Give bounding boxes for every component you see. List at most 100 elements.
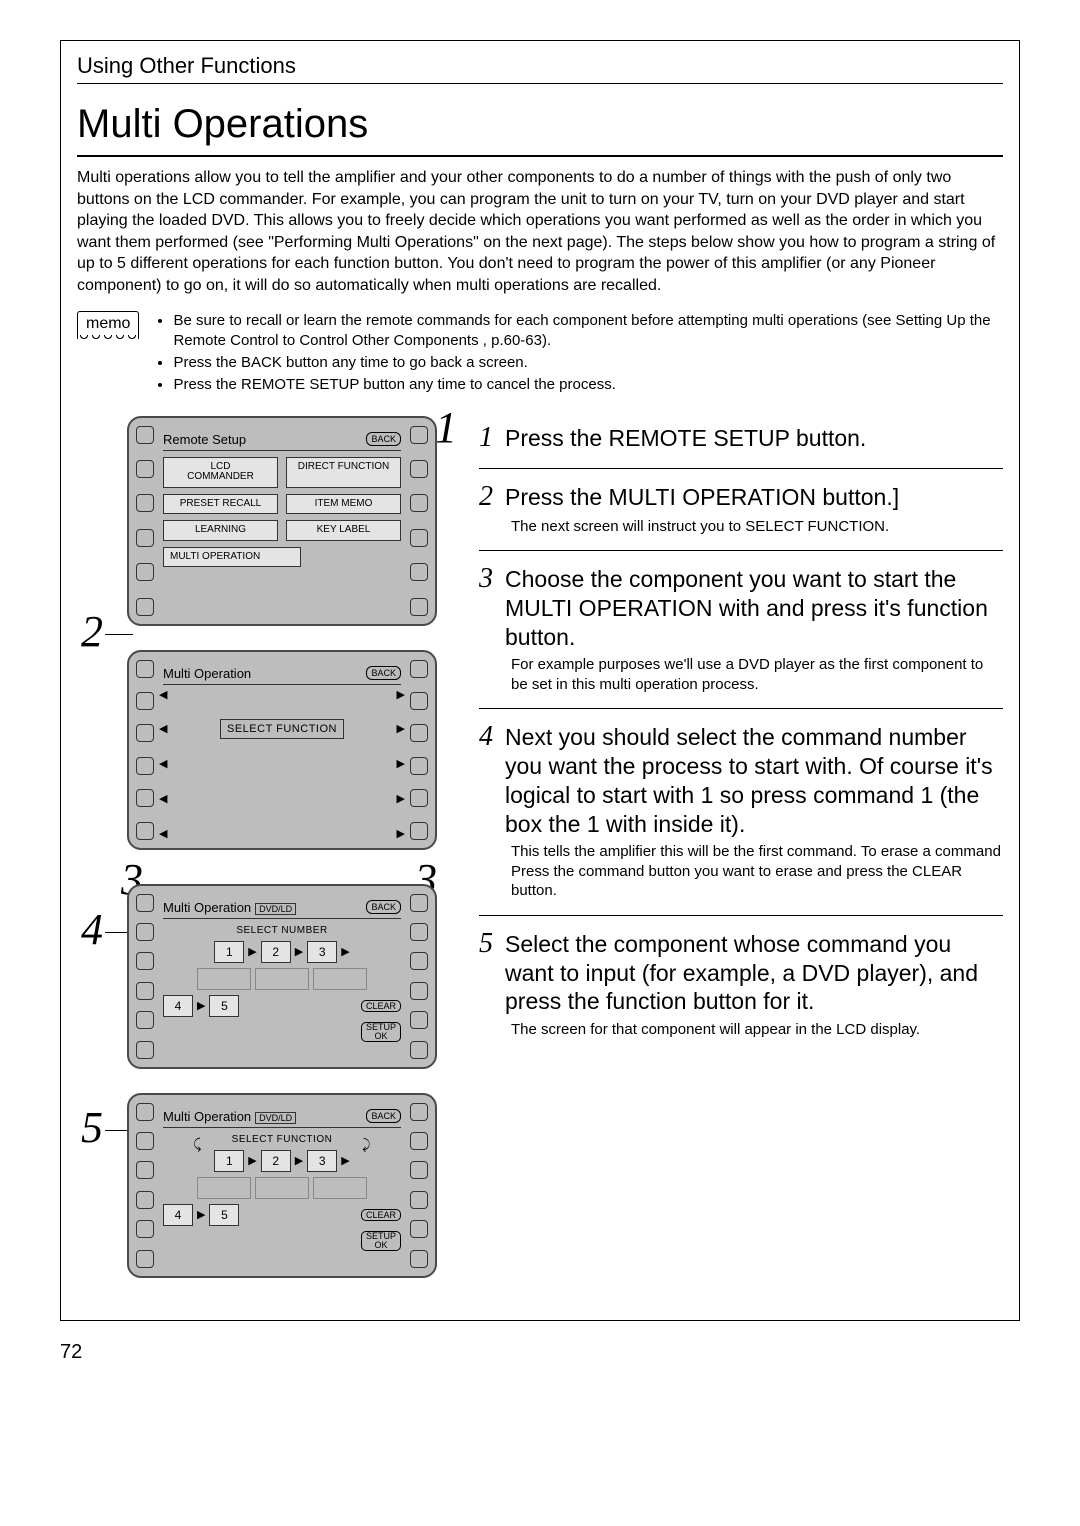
- device-chip: DVD/LD: [255, 903, 296, 915]
- side-button: [410, 1220, 428, 1238]
- side-button: [136, 923, 154, 941]
- menu-cell-multi-operation: MULTI OPERATION: [163, 547, 301, 568]
- command-1: 1: [214, 941, 244, 963]
- setup-ok-button: SETUP OK: [361, 1231, 401, 1251]
- clear-button: CLEAR: [361, 1000, 401, 1012]
- step-1: 1 Press the REMOTE SETUP button.: [479, 422, 1003, 454]
- side-button: [410, 563, 428, 581]
- menu-cell: LCD COMMANDER: [163, 457, 278, 488]
- side-button: [136, 494, 154, 512]
- menu-cell: DIRECT FUNCTION: [286, 457, 401, 488]
- triangle-left-icon: ◀: [159, 792, 167, 805]
- side-button: [136, 822, 154, 840]
- menu-cell: ITEM MEMO: [286, 494, 401, 515]
- swoosh-right-icon: ⤸: [362, 1136, 371, 1153]
- triangle-left-icon: ◀: [159, 757, 167, 770]
- step-2: 2 Press the MULTI OPERATION button.] The…: [479, 481, 1003, 537]
- step-title: Next you should select the command numbe…: [505, 723, 1003, 838]
- side-button: [410, 1191, 428, 1209]
- side-button: [410, 692, 428, 710]
- lcd-title-text: Multi OperationDVD/LD: [163, 900, 296, 915]
- side-button: [410, 529, 428, 547]
- blank-box: [313, 1177, 367, 1199]
- menu-grid: LCD COMMANDER DIRECT FUNCTION PRESET REC…: [163, 457, 401, 568]
- page-number: 72: [60, 1341, 1020, 1364]
- section-label: Using Other Functions: [77, 53, 296, 78]
- number-row-1: 1▶ 2▶ 3▶: [163, 1150, 401, 1172]
- select-function-label: SELECT FUNCTION: [220, 719, 344, 739]
- side-button: [136, 1103, 154, 1121]
- step-title: Select the component whose command you w…: [505, 930, 1003, 1016]
- side-buttons-left: [133, 894, 157, 1059]
- command-1: 1: [214, 1150, 244, 1172]
- blank-box: [197, 968, 251, 990]
- step-number: 2: [479, 481, 493, 513]
- blank-box: [197, 1177, 251, 1199]
- content-columns: 1 2 Remote Setup BACK LCD CO: [77, 416, 1003, 1302]
- step-3: 3 Choose the component you want to start…: [479, 563, 1003, 694]
- side-button: [410, 1103, 428, 1121]
- title-rule: [77, 155, 1003, 157]
- command-2: 2: [261, 1150, 291, 1172]
- step-rule: [479, 708, 1003, 709]
- number-row-blank: [163, 968, 401, 990]
- side-button: [410, 1161, 428, 1179]
- setup-ok-button: SETUP OK: [361, 1022, 401, 1042]
- back-button: BACK: [366, 1109, 401, 1123]
- side-buttons-left: [133, 1103, 157, 1268]
- back-button: BACK: [366, 900, 401, 914]
- side-button: [136, 1161, 154, 1179]
- triangle-left-icon: ◀: [159, 688, 167, 701]
- memo-item: Be sure to recall or learn the remote co…: [173, 311, 1003, 352]
- number-row-blank: [163, 1177, 401, 1199]
- blank-box: [255, 968, 309, 990]
- nav-arrows-right: ▶▶▶▶▶: [397, 688, 405, 840]
- steps-column: 1 Press the REMOTE SETUP button. 2 Press…: [479, 416, 1003, 1302]
- side-button: [136, 724, 154, 742]
- side-button: [136, 1041, 154, 1059]
- side-buttons-left: [133, 660, 157, 840]
- memo-block: memo Be sure to recall or learn the remo…: [77, 311, 1003, 398]
- side-button: [136, 757, 154, 775]
- step-rule: [479, 550, 1003, 551]
- callout-5: 5: [81, 1102, 103, 1153]
- side-button: [410, 1132, 428, 1150]
- triangle-right-icon: ▶: [248, 945, 256, 958]
- command-3: 3: [307, 1150, 337, 1172]
- side-button: [136, 598, 154, 616]
- side-button: [136, 982, 154, 1000]
- memo-list: Be sure to recall or learn the remote co…: [153, 311, 1003, 398]
- step-body: For example purposes we'll use a DVD pla…: [511, 655, 1003, 694]
- blank-box: [255, 1177, 309, 1199]
- device-chip: DVD/LD: [255, 1112, 296, 1124]
- number-row-1: 1▶ 2▶ 3▶: [163, 941, 401, 963]
- page-frame: Using Other Functions Multi Operations M…: [60, 40, 1020, 1321]
- triangle-right-icon: ▶: [197, 1208, 205, 1221]
- callout-4: 4: [81, 904, 103, 955]
- swoosh-left-icon: ⤹: [193, 1136, 202, 1153]
- triangle-right-icon: ▶: [397, 827, 405, 840]
- callout-1: 1: [435, 402, 457, 453]
- command-5: 5: [209, 1204, 239, 1226]
- command-2: 2: [261, 941, 291, 963]
- step-5: 5 Select the component whose command you…: [479, 928, 1003, 1040]
- diagram-column: 1 2 Remote Setup BACK LCD CO: [77, 416, 457, 1302]
- callout-2: 2: [81, 606, 103, 657]
- side-button: [136, 952, 154, 970]
- lcd-panel-multi-operation: ◀◀◀◀◀ ▶▶▶▶▶ Multi Operation BACK SELECT …: [127, 650, 437, 850]
- side-button: [410, 1041, 428, 1059]
- side-button: [410, 1011, 428, 1029]
- side-button: [136, 1011, 154, 1029]
- triangle-right-icon: ▶: [397, 722, 405, 735]
- triangle-right-icon: ▶: [397, 688, 405, 701]
- side-button: [410, 494, 428, 512]
- side-button: [136, 894, 154, 912]
- command-4: 4: [163, 995, 193, 1017]
- side-button: [136, 426, 154, 444]
- side-button: [410, 660, 428, 678]
- lcd-title-text: Multi Operation: [163, 666, 251, 681]
- command-3: 3: [307, 941, 337, 963]
- side-button: [410, 426, 428, 444]
- lcd-panel-select-function-2: Multi OperationDVD/LD BACK ⤹ SELECT FUNC…: [127, 1093, 437, 1278]
- menu-cell: KEY LABEL: [286, 520, 401, 541]
